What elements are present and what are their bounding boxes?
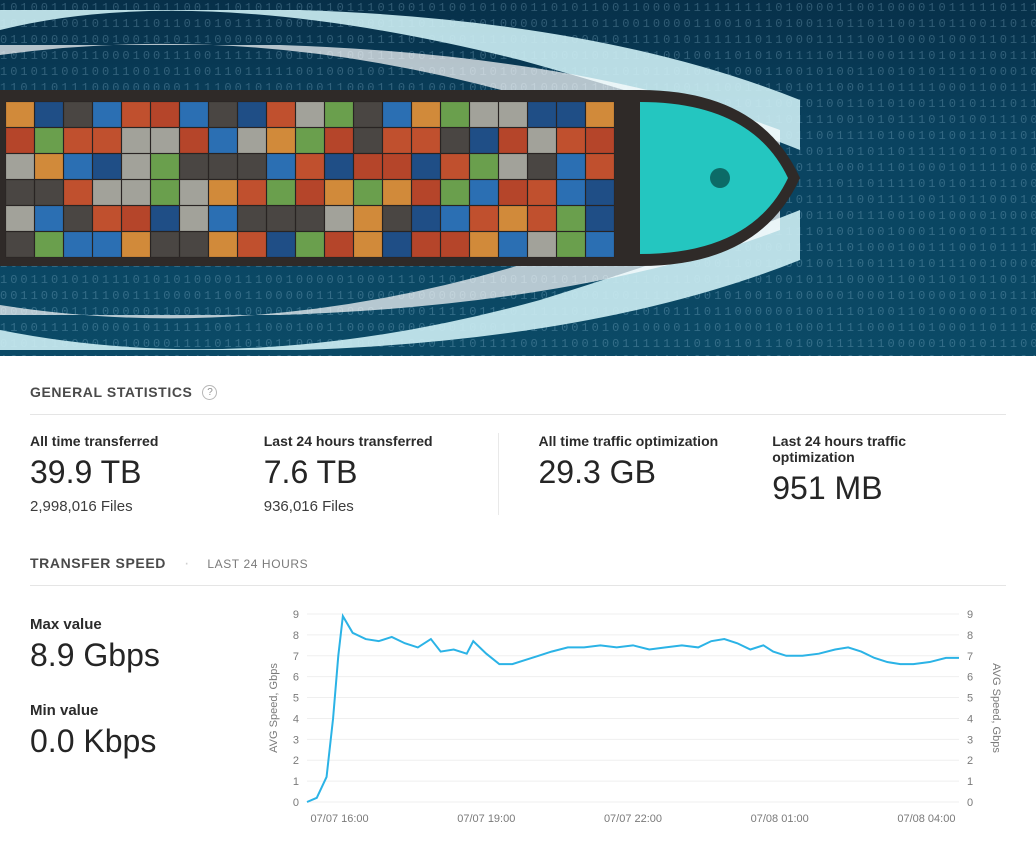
min-value: 0.0 Kbps bbox=[30, 723, 230, 760]
max-value-label: Max value bbox=[30, 616, 230, 633]
stat-label: Last 24 hours traffic optimization bbox=[772, 433, 980, 465]
transfer-speed-range: LAST 24 HOURS bbox=[207, 557, 308, 571]
stat-value: 39.9 TB bbox=[30, 455, 238, 490]
min-value-label: Min value bbox=[30, 702, 230, 719]
svg-text:07/08 04:00: 07/08 04:00 bbox=[897, 813, 955, 825]
svg-text:5: 5 bbox=[293, 693, 299, 705]
transfer-speed-header: TRANSFER SPEED · LAST 24 HOURS bbox=[30, 555, 1006, 586]
svg-text:7: 7 bbox=[967, 651, 973, 663]
general-stats-header: GENERAL STATISTICS ? bbox=[30, 384, 1006, 415]
svg-text:2: 2 bbox=[293, 755, 299, 767]
general-stats-row: All time transferred 39.9 TB 2,998,016 Fil… bbox=[30, 433, 1006, 515]
svg-text:07/07 22:00: 07/07 22:00 bbox=[604, 813, 662, 825]
svg-text:AVG Speed, Gbps: AVG Speed, Gbps bbox=[990, 663, 1002, 753]
svg-text:5: 5 bbox=[967, 693, 973, 705]
svg-text:9: 9 bbox=[967, 609, 973, 621]
svg-text:8: 8 bbox=[293, 630, 299, 642]
max-value: 8.9 Gbps bbox=[30, 637, 230, 674]
svg-text:2: 2 bbox=[967, 755, 973, 767]
transfer-speed-body: Max value 8.9 Gbps Min value 0.0 Kbps 00… bbox=[30, 608, 1006, 828]
transfer-speed-chart: 0 0 1 1 2 2 3 3 4 4 5 5 6 6 7 7 8 8 9 9 07/07 16:00 07/07 19:… bbox=[260, 608, 1006, 828]
separator-dot: · bbox=[184, 555, 189, 573]
stat-value: 7.6 TB bbox=[264, 455, 472, 490]
svg-text:9: 9 bbox=[293, 609, 299, 621]
svg-text:3: 3 bbox=[967, 735, 973, 747]
hero-ship-illustration bbox=[0, 0, 1036, 356]
svg-text:07/07 19:00: 07/07 19:00 bbox=[457, 813, 515, 825]
stat-value: 29.3 GB bbox=[539, 455, 747, 490]
svg-text:0: 0 bbox=[967, 797, 973, 809]
svg-text:1: 1 bbox=[967, 776, 973, 788]
stat-label: All time transferred bbox=[30, 433, 238, 449]
transfer-speed-metrics: Max value 8.9 Gbps Min value 0.0 Kbps bbox=[30, 608, 230, 828]
dashboard-content: GENERAL STATISTICS ? All time transferre… bbox=[0, 356, 1036, 844]
stat-card: Last 24 hours traffic optimization 951 MB bbox=[772, 433, 1006, 515]
svg-text:07/07 16:00: 07/07 16:00 bbox=[311, 813, 369, 825]
svg-text:AVG Speed, Gbps: AVG Speed, Gbps bbox=[268, 663, 280, 753]
stat-label: Last 24 hours transferred bbox=[264, 433, 472, 449]
stat-card: All time transferred 39.9 TB 2,998,016 Fil… bbox=[30, 433, 264, 515]
stat-sub: 936,016 Files bbox=[264, 498, 472, 515]
stat-sub: 2,998,016 Files bbox=[30, 498, 238, 515]
svg-text:7: 7 bbox=[293, 651, 299, 663]
svg-text:8: 8 bbox=[967, 630, 973, 642]
help-icon[interactable]: ? bbox=[202, 385, 217, 400]
svg-text:0: 0 bbox=[293, 797, 299, 809]
svg-text:07/08 01:00: 07/08 01:00 bbox=[751, 813, 809, 825]
svg-text:6: 6 bbox=[967, 672, 973, 684]
transfer-speed-title: TRANSFER SPEED bbox=[30, 555, 166, 571]
general-stats-title: GENERAL STATISTICS bbox=[30, 384, 192, 400]
stat-card: All time traffic optimization 29.3 GB bbox=[498, 433, 773, 515]
stat-value: 951 MB bbox=[772, 471, 980, 506]
hero-banner: 1010011001101010110011101010100110111010… bbox=[0, 0, 1036, 356]
svg-text:1: 1 bbox=[293, 776, 299, 788]
stat-label: All time traffic optimization bbox=[539, 433, 747, 449]
chart-svg: 0 0 1 1 2 2 3 3 4 4 5 5 6 6 7 7 8 8 9 9 07/07 16:00 07/07 19:… bbox=[260, 608, 1006, 828]
svg-text:3: 3 bbox=[293, 735, 299, 747]
svg-text:4: 4 bbox=[967, 714, 973, 726]
stat-card: Last 24 hours transferred 7.6 TB 936,016 F… bbox=[264, 433, 498, 515]
svg-text:6: 6 bbox=[293, 672, 299, 684]
svg-text:4: 4 bbox=[293, 714, 299, 726]
